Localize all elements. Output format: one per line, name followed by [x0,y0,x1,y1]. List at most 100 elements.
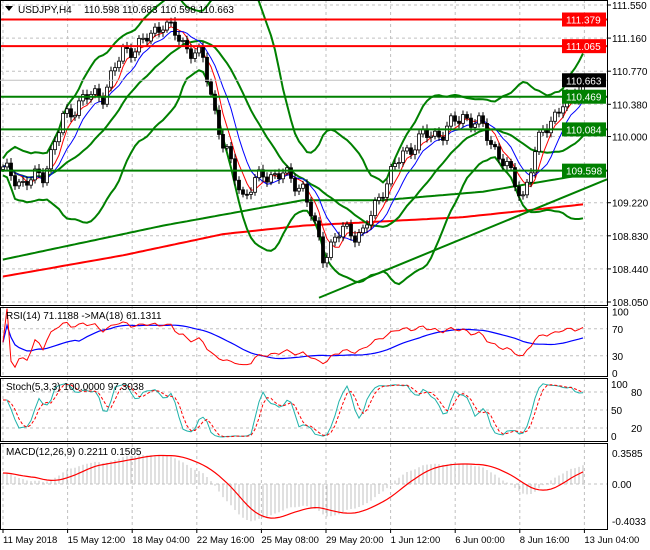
candle[interactable] [73,114,77,118]
candle[interactable] [465,114,469,119]
candle[interactable] [317,220,321,238]
candle[interactable] [193,52,197,59]
candle[interactable] [197,46,201,54]
candle[interactable] [245,193,249,196]
candle[interactable] [41,172,45,184]
candle[interactable] [445,125,449,141]
candle[interactable] [305,183,309,203]
candle[interactable] [277,173,281,180]
candle[interactable] [341,225,345,238]
candle[interactable] [309,201,313,217]
candle[interactable] [281,172,285,180]
candle[interactable] [313,215,317,222]
candle[interactable] [249,191,253,195]
candle[interactable] [169,21,173,24]
candle[interactable] [77,100,81,116]
candle[interactable] [505,161,509,167]
candle[interactable] [149,32,153,42]
candle[interactable] [345,223,349,227]
candle[interactable] [509,161,513,168]
candle[interactable] [117,60,121,69]
candle[interactable] [537,131,541,153]
candle[interactable] [365,224,369,229]
candle[interactable] [165,21,169,31]
candle[interactable] [333,236,337,243]
candle[interactable] [237,179,241,191]
candle[interactable] [389,166,393,185]
candle[interactable] [393,163,397,167]
candle[interactable] [49,149,53,170]
candle[interactable] [521,194,525,197]
candle[interactable] [25,181,29,186]
candle[interactable] [469,117,473,128]
candle[interactable] [481,115,485,124]
candle[interactable] [493,144,497,148]
candle[interactable] [129,48,133,58]
candle[interactable] [369,215,373,226]
candle[interactable] [533,151,537,174]
candle[interactable] [17,181,21,187]
candle[interactable] [501,158,505,167]
candle[interactable] [453,115,457,122]
candle[interactable] [337,236,341,239]
candle[interactable] [457,120,461,124]
candle[interactable] [33,168,37,181]
candle[interactable] [353,235,357,243]
candle[interactable] [293,177,297,192]
candle[interactable] [425,128,429,138]
candle[interactable] [29,179,33,186]
candle[interactable] [121,46,125,62]
price-panel[interactable]: 111.379 111.065 110.469 110.084 109.598 [0,0,608,299]
candle[interactable] [5,162,9,168]
candle[interactable] [233,158,237,181]
candle[interactable] [157,26,161,33]
candle[interactable] [109,70,113,88]
candle[interactable] [93,88,97,95]
candle[interactable] [161,29,165,33]
candle[interactable] [21,181,25,183]
candle[interactable] [525,181,529,196]
candle[interactable] [173,21,177,36]
candle[interactable] [437,130,441,138]
candle[interactable] [513,167,517,187]
candle[interactable] [373,200,377,216]
candle[interactable] [325,257,329,264]
candle[interactable] [13,175,17,187]
candle[interactable] [413,149,417,155]
triangle-down-icon[interactable] [5,6,13,11]
trendline[interactable] [318,178,608,299]
candle[interactable] [113,67,117,72]
candle[interactable] [69,108,73,118]
candle[interactable] [429,135,433,138]
candle[interactable] [265,176,269,183]
candle[interactable] [217,109,221,135]
candle[interactable] [549,120,553,134]
candle[interactable] [53,141,57,151]
macd-panel[interactable]: 0.3585 0.00 -0.4033 [0,449,646,528]
candle[interactable] [401,150,405,163]
candle[interactable] [349,223,353,237]
candle[interactable] [189,48,193,59]
candle[interactable] [329,241,333,258]
candle[interactable] [449,115,453,127]
candle[interactable] [177,34,181,42]
candle[interactable] [321,236,325,264]
candle[interactable] [185,40,189,50]
rsi-panel[interactable]: 100 70 30 0 [0,308,629,381]
candle[interactable] [273,173,277,176]
candle[interactable] [153,26,157,34]
candle[interactable] [473,123,477,128]
candle[interactable] [553,111,557,122]
candle[interactable] [409,147,413,155]
candle[interactable] [477,115,481,125]
candle[interactable] [1,166,5,170]
candle[interactable] [361,227,365,234]
candle[interactable] [517,186,521,197]
candle[interactable] [105,86,109,105]
candle[interactable] [297,187,301,192]
candle[interactable] [57,132,61,143]
candle[interactable] [145,37,149,42]
